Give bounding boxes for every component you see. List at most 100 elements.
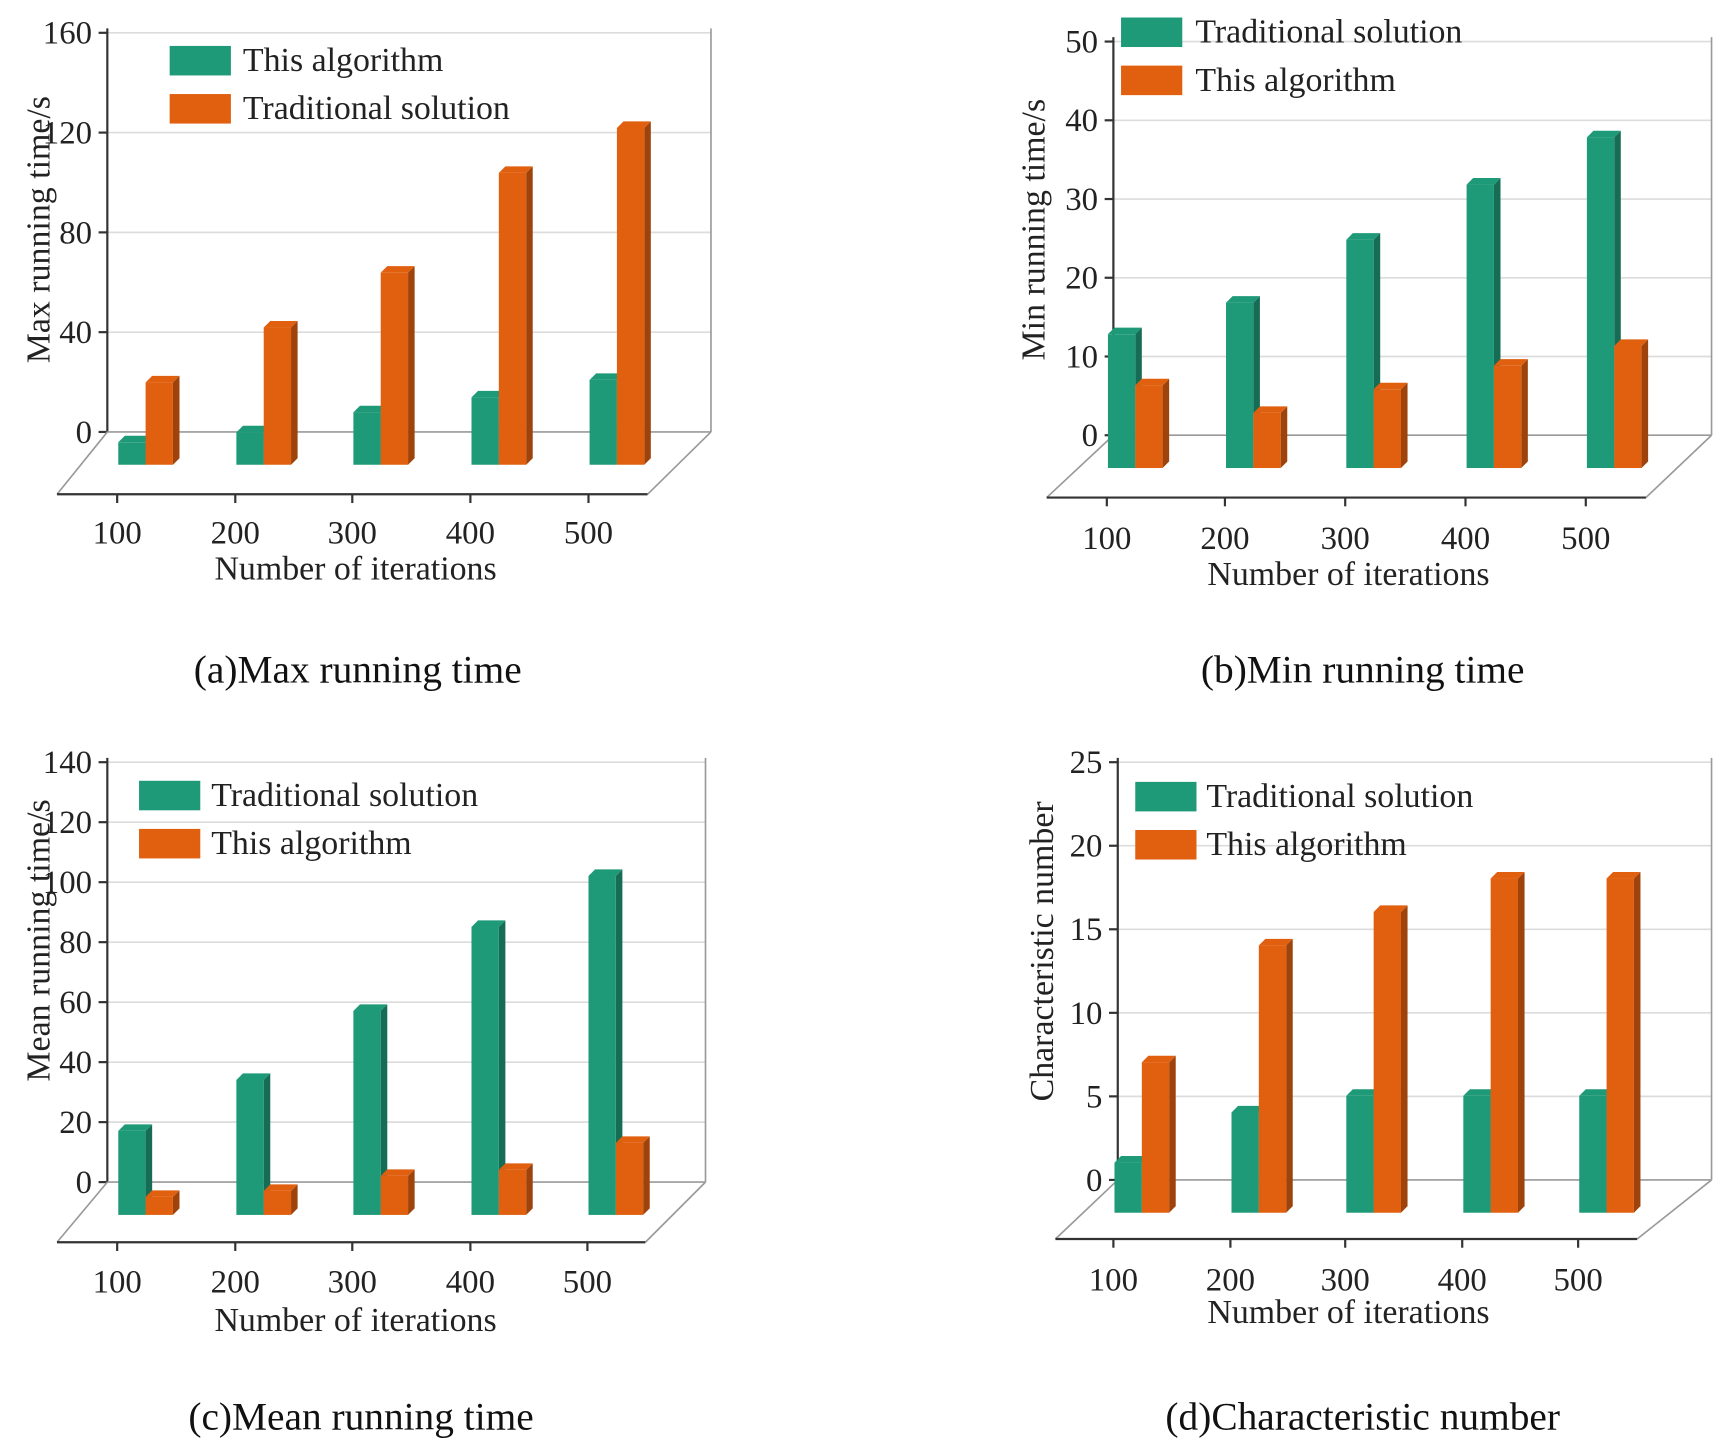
bar-side xyxy=(1169,1055,1176,1213)
bar-side xyxy=(526,166,533,465)
y-tick-label: 15 xyxy=(1070,912,1103,948)
floor-right-edge xyxy=(1645,434,1713,499)
floor-left-edge xyxy=(56,431,108,495)
bar-side xyxy=(408,1169,415,1215)
bar xyxy=(1253,406,1288,469)
y-tick-label: 20 xyxy=(1070,829,1103,865)
y-tick-label: 25 xyxy=(1070,745,1103,781)
bar-front xyxy=(1231,1112,1259,1213)
bar xyxy=(1141,1055,1176,1213)
bar-side xyxy=(172,1190,180,1215)
x-tick-label: 200 xyxy=(1200,521,1249,557)
bar-top xyxy=(1373,905,1408,912)
bar xyxy=(145,1190,180,1215)
bar-front xyxy=(236,432,264,465)
legend-label: Traditional solution xyxy=(1206,778,1473,815)
bar-top xyxy=(1493,359,1528,366)
chart-panel: 0 5 10 15 20 25 100 200 300 400 500 Traditional sol… xyxy=(1024,745,1713,1438)
legend-swatch xyxy=(169,45,231,76)
bar-top xyxy=(616,121,651,128)
chart-panel: 0 20 40 60 80 100 120 140 100 200 300 400 500 Traditi… xyxy=(20,745,707,1438)
bar-top xyxy=(1114,1156,1149,1163)
bar-front xyxy=(145,1196,173,1215)
bar-front xyxy=(1463,1095,1491,1213)
bar-top xyxy=(498,1163,533,1170)
bar-top xyxy=(471,920,506,927)
x-axis-label: Number of iterations xyxy=(1207,1294,1489,1331)
y-tick-label: 0 xyxy=(1086,1163,1102,1199)
y-axis-label: Min running time/s xyxy=(1015,99,1052,361)
bar xyxy=(380,266,415,465)
chart-caption: (a)Max running time xyxy=(194,647,522,691)
y-axis-label: Characteristic number xyxy=(1024,801,1061,1101)
bar xyxy=(1346,1089,1381,1213)
x-tick-label: 100 xyxy=(1082,521,1131,557)
x-tick-label: 100 xyxy=(1089,1262,1138,1298)
legend-swatch xyxy=(1135,781,1197,812)
bar-front xyxy=(1373,389,1401,469)
bar-side xyxy=(644,121,651,465)
bar-top xyxy=(1586,130,1621,138)
x-axis-label: Number of iterations xyxy=(214,1302,496,1339)
bar-side xyxy=(1517,871,1525,1213)
bar-top xyxy=(1606,871,1641,879)
chart-caption: (c)Mean running time xyxy=(188,1394,533,1438)
bar xyxy=(588,869,623,1215)
bar xyxy=(1466,178,1501,469)
bar-front xyxy=(1579,1095,1607,1213)
bar-top xyxy=(615,1136,650,1143)
bar xyxy=(118,1124,153,1215)
bar xyxy=(1586,130,1621,469)
bar xyxy=(1579,1089,1614,1213)
bar-side xyxy=(1641,339,1649,469)
bar-front xyxy=(1490,878,1518,1213)
bar-top xyxy=(1346,1089,1381,1096)
legend-swatch xyxy=(139,780,201,811)
legend-label: This algorithm xyxy=(211,825,411,862)
bar-front xyxy=(1586,137,1615,469)
y-tick-label: 80 xyxy=(59,215,92,251)
x-tick-label: 500 xyxy=(1561,521,1610,557)
bar-front xyxy=(1258,945,1287,1213)
x-axis-label: Number of iterations xyxy=(214,551,496,588)
bar-side xyxy=(1521,359,1528,469)
bar-top xyxy=(236,425,271,433)
bar-top xyxy=(1373,382,1408,390)
bar-top xyxy=(1614,339,1649,346)
y-axis-label: Mean running time/s xyxy=(20,799,57,1081)
x-tick-label: 400 xyxy=(446,515,495,551)
bar-top xyxy=(263,1184,298,1191)
x-tick-label: 500 xyxy=(563,1265,612,1301)
legend-swatch xyxy=(1121,65,1183,96)
y-tick-label: 0 xyxy=(76,1165,92,1201)
bar-front xyxy=(1226,302,1254,469)
bar-top xyxy=(1346,233,1381,240)
bar-front xyxy=(1466,184,1494,469)
bar-side xyxy=(1162,378,1170,469)
bar-top xyxy=(1135,378,1170,386)
bar-side xyxy=(643,1136,650,1215)
bar-front xyxy=(236,1079,264,1215)
bar-side xyxy=(172,375,180,465)
bar xyxy=(1226,296,1260,469)
bar-front xyxy=(1253,412,1281,469)
y-tick-label: 20 xyxy=(59,1105,92,1141)
bar-front xyxy=(498,1169,527,1215)
bar-top xyxy=(380,1169,415,1176)
legend-label: This algorithm xyxy=(1206,826,1406,863)
x-tick-label: 200 xyxy=(211,1265,260,1301)
bar-top xyxy=(118,1124,153,1131)
bar xyxy=(498,166,533,465)
bar-side xyxy=(526,1163,533,1215)
bar-front xyxy=(380,272,409,465)
y-tick-label: 20 xyxy=(1065,261,1098,297)
bar xyxy=(145,375,180,465)
bar-top xyxy=(1490,871,1525,879)
bar-side xyxy=(1280,406,1288,469)
y-tick-label: 120 xyxy=(43,116,92,152)
legend-swatch xyxy=(1135,829,1197,860)
x-tick-label: 200 xyxy=(1206,1262,1255,1298)
bar xyxy=(1135,378,1170,469)
bar xyxy=(471,920,506,1215)
